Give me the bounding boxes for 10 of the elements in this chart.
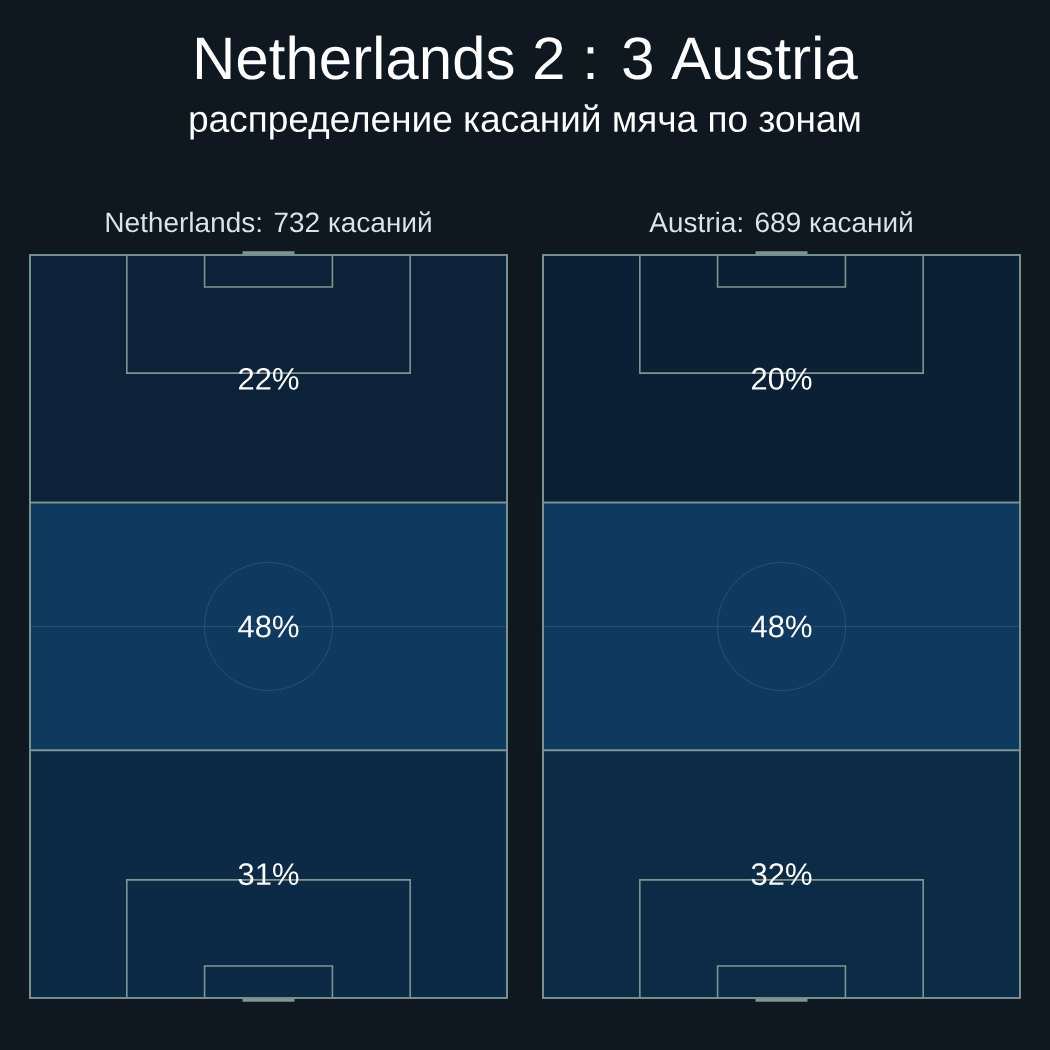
data-label: 48%	[751, 615, 812, 638]
text: Netherlands 2 : 3 Austria	[196, 35, 858, 80]
text: Netherlands: 732 касаний	[106, 211, 431, 233]
data-label: 48%	[238, 615, 299, 638]
data-label: 32%	[751, 863, 812, 886]
text: распределение касаний мяча по зонам	[190, 104, 860, 140]
data-label: 31%	[238, 863, 299, 886]
data-label: 22%	[239, 367, 299, 390]
data-label: 20%	[752, 367, 812, 390]
text: Austria: 689 касаний	[649, 211, 912, 233]
